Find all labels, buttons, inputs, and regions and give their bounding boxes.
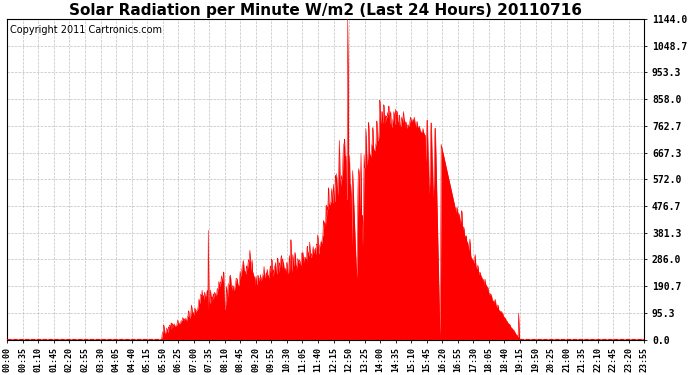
Text: Copyright 2011 Cartronics.com: Copyright 2011 Cartronics.com [10,26,162,35]
Title: Solar Radiation per Minute W/m2 (Last 24 Hours) 20110716: Solar Radiation per Minute W/m2 (Last 24… [69,3,582,18]
